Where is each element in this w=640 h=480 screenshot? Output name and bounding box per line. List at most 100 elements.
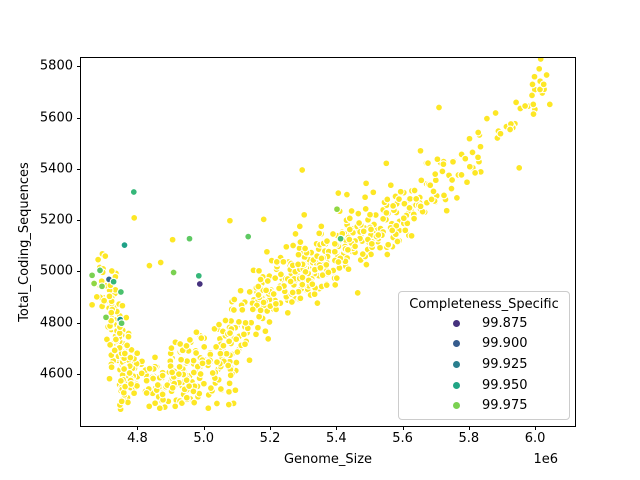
- x-tick-label: 5.4: [325, 431, 347, 446]
- data-point: [123, 398, 132, 407]
- data-point: [343, 245, 352, 254]
- data-point: [342, 190, 351, 199]
- data-point: [241, 340, 249, 349]
- data-point: [336, 234, 345, 243]
- data-point: [362, 260, 371, 269]
- data-point: [410, 214, 419, 223]
- data-point: [253, 323, 262, 332]
- data-point: [345, 225, 354, 234]
- data-point: [315, 229, 324, 238]
- legend-label: 99.975: [482, 398, 528, 414]
- data-point: [90, 279, 99, 288]
- data-point: [116, 376, 125, 385]
- data-point: [400, 199, 409, 208]
- data-point: [200, 342, 209, 351]
- data-point: [482, 114, 491, 123]
- data-point: [345, 235, 354, 244]
- data-point: [359, 227, 368, 236]
- data-point: [296, 238, 305, 247]
- data-point: [530, 72, 539, 81]
- data-point: [426, 181, 435, 190]
- data-point: [347, 207, 356, 215]
- data-point: [279, 257, 288, 266]
- data-point: [226, 329, 234, 338]
- data-point: [393, 237, 402, 246]
- legend-row: 99.900: [399, 334, 569, 355]
- data-point: [536, 58, 545, 63]
- data-point: [300, 210, 309, 219]
- data-point: [283, 308, 292, 317]
- data-point: [512, 98, 521, 107]
- data-point: [88, 271, 97, 280]
- data-point: [265, 318, 274, 326]
- data-point: [374, 231, 383, 239]
- data-point: [322, 281, 331, 290]
- x-tick-mark: [402, 426, 404, 430]
- data-point: [256, 306, 265, 315]
- legend-marker-icon: [453, 402, 460, 410]
- data-point: [431, 170, 440, 179]
- data-point: [344, 265, 353, 274]
- data-point: [506, 125, 515, 134]
- x-tick-mark: [203, 426, 205, 430]
- data-point: [354, 209, 363, 218]
- legend: Completeness_Specific 99.875 99.900 99.925…: [398, 291, 570, 420]
- data-point: [282, 242, 291, 251]
- data-point: [241, 318, 250, 327]
- data-point: [239, 330, 248, 339]
- legend-marker-icon: [453, 340, 460, 348]
- data-point: [529, 110, 538, 119]
- data-point: [528, 91, 536, 100]
- data-point: [435, 103, 443, 112]
- data-point: [229, 306, 238, 314]
- data-point: [94, 255, 103, 264]
- data-point: [182, 341, 191, 350]
- data-point: [271, 274, 280, 283]
- data-point: [238, 305, 247, 314]
- data-point: [345, 214, 354, 223]
- data-point: [298, 273, 307, 282]
- data-point: [216, 349, 225, 358]
- data-point: [212, 399, 221, 408]
- data-point: [310, 290, 319, 299]
- y-tick-label: 4600: [39, 366, 73, 382]
- y-tick-mark: [77, 271, 81, 273]
- data-point: [117, 397, 126, 406]
- data-point: [92, 292, 101, 301]
- data-point: [142, 376, 151, 385]
- data-point: [528, 80, 537, 89]
- data-point: [100, 296, 109, 305]
- data-point: [102, 313, 110, 322]
- data-point: [332, 274, 341, 283]
- data-point: [125, 369, 134, 377]
- data-point: [286, 277, 295, 286]
- data-point: [137, 369, 146, 378]
- data-point: [369, 188, 378, 197]
- data-point: [329, 230, 337, 238]
- y-tick-mark: [77, 220, 81, 222]
- data-point: [216, 385, 225, 393]
- data-point: [535, 64, 544, 73]
- data-point: [323, 237, 331, 246]
- data-point: [316, 263, 325, 272]
- x-tick-mark: [137, 426, 139, 430]
- x-tick-label: 5.6: [392, 431, 413, 446]
- data-point: [224, 361, 233, 370]
- data-point: [130, 389, 139, 398]
- data-point: [427, 195, 436, 204]
- data-point: [245, 287, 254, 296]
- data-point: [330, 239, 339, 248]
- data-point: [448, 176, 457, 184]
- data-point: [190, 398, 199, 407]
- data-point: [213, 358, 221, 367]
- y-tick-mark: [77, 373, 81, 375]
- data-point: [261, 327, 270, 336]
- data-point: [362, 179, 371, 188]
- data-point: [288, 288, 297, 297]
- data-point: [145, 261, 154, 270]
- data-point: [262, 247, 271, 256]
- data-point: [226, 371, 235, 380]
- y-tick-label: 5200: [39, 212, 73, 228]
- data-point: [276, 270, 285, 279]
